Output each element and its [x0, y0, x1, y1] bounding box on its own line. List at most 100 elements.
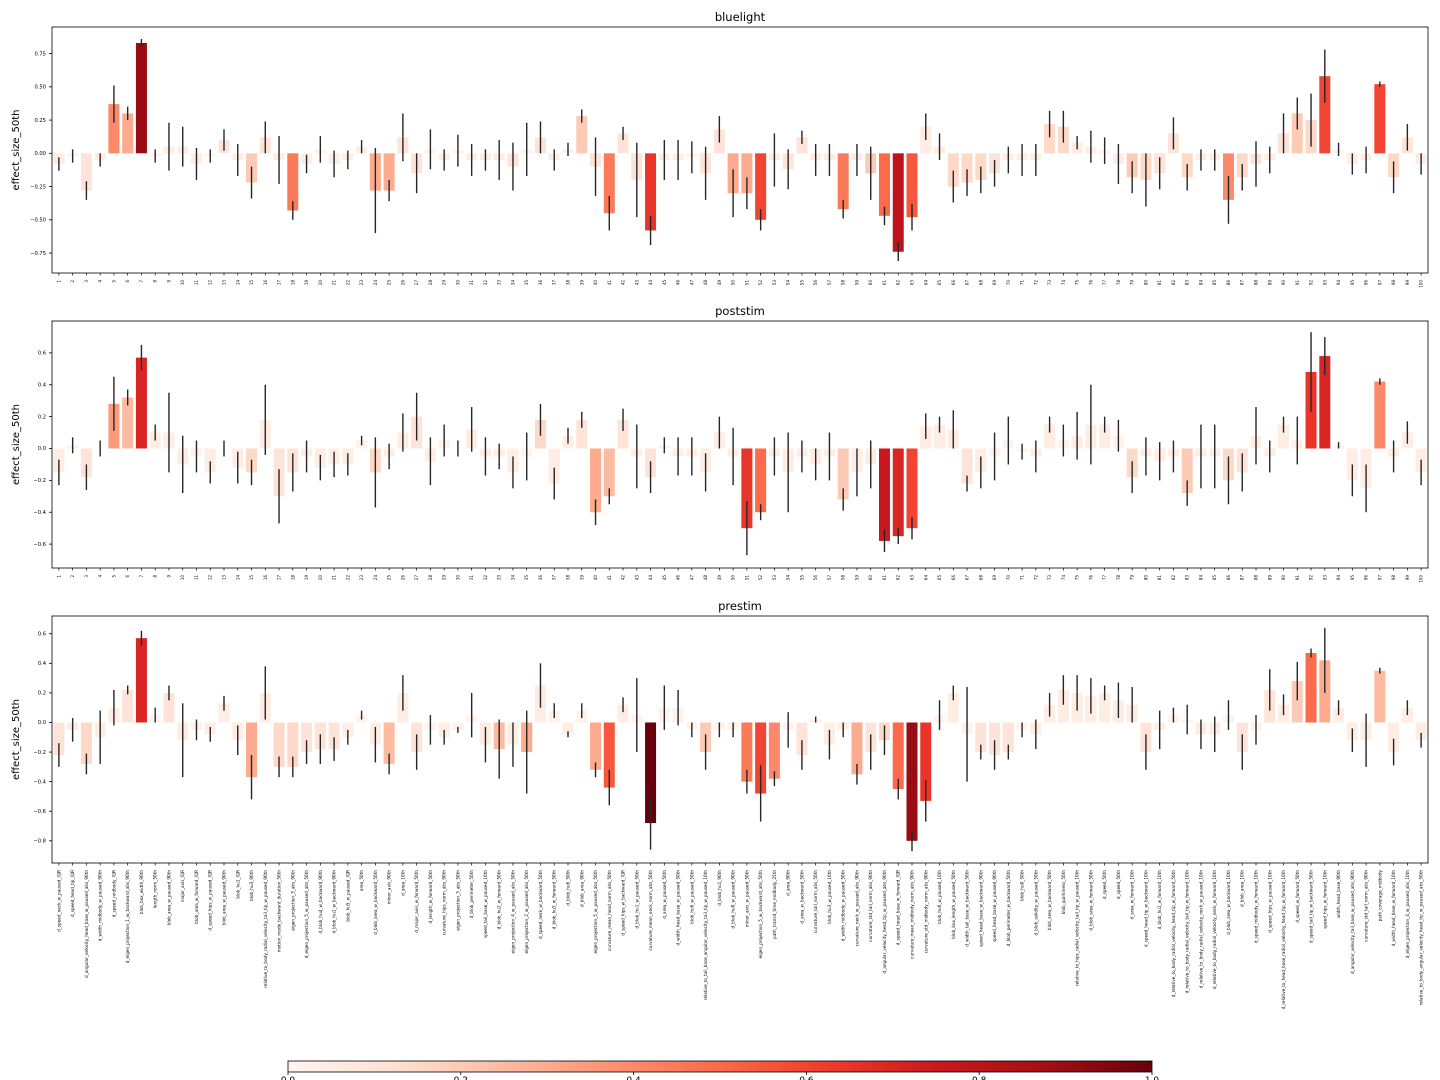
bar	[1002, 722, 1014, 753]
x-tick-label: 36	[538, 280, 543, 286]
x-tick-label: 57	[827, 280, 832, 286]
bar	[603, 722, 615, 788]
x-tick-label: 67	[965, 280, 970, 286]
colorbar-tick-label: 0.6	[799, 1076, 814, 1080]
y-tick-label: −0.4	[33, 510, 46, 516]
bar	[1291, 113, 1303, 154]
x-tick-label: 22	[345, 575, 350, 581]
y-tick-label: −0.8	[33, 839, 46, 845]
x-tick-label: 68	[978, 575, 983, 581]
x-tick-label: 45	[662, 575, 667, 581]
bar	[1044, 124, 1056, 154]
x-tick-label: d_blob_hu1_90th	[717, 870, 722, 906]
bar	[122, 689, 134, 723]
x-tick-label: 91	[1295, 280, 1300, 286]
bar	[617, 419, 629, 449]
x-tick-label: d_eigen_projection_4_w_paused_abs_10th	[1405, 870, 1410, 959]
y-tick-label: −0.25	[30, 184, 46, 190]
x-tick-label: 16	[263, 575, 268, 581]
bar	[287, 153, 299, 211]
bar	[989, 722, 1001, 756]
x-tick-label: d_width_head_base_w_forward_10th	[1391, 870, 1396, 947]
x-tick-label: d_width_tail_base_w_backward_50th	[965, 870, 970, 947]
x-tick-label: 90	[1281, 280, 1286, 286]
x-tick-label: 5	[111, 280, 116, 283]
x-tick-label: d_blob_hu1_w_backward_90th	[332, 870, 337, 934]
bar	[851, 722, 863, 775]
x-tick-label: 24	[373, 575, 378, 581]
x-tick-label: eigen_projection_2_w_paused_abs_50th	[524, 870, 529, 954]
bar	[892, 153, 904, 252]
chart-panel-prestim: prestim effect_size_50th −0.8 −0.6 −0.4 −0.2 0…	[11, 599, 1429, 1009]
x-tick-label: 3	[84, 280, 89, 283]
y-tick-label: −0.2	[33, 750, 46, 756]
x-tick-label: d_area_w_paused_50th	[662, 870, 667, 919]
x-tick-label: 58	[841, 575, 846, 581]
x-tick-label: 70	[1006, 280, 1011, 286]
bar	[755, 153, 767, 220]
x-tick-label: blob_hu6_w_paused_50th	[689, 870, 694, 924]
x-tick-label: 75	[1075, 575, 1080, 581]
x-tick-label: 63	[910, 575, 915, 581]
x-tick-label: d_major_axis_w_forward_50th	[414, 870, 419, 933]
x-tick-label: 62	[896, 575, 901, 581]
chart-title: prestim	[718, 599, 762, 613]
y-tick-label: 0.4	[38, 661, 47, 667]
x-tick-label: 10	[180, 280, 185, 286]
x-tick-label: d_speed_tail_tip_w_backward_50th	[1309, 870, 1314, 944]
x-tick-label: curvature_tail_norm_abs_50th	[813, 870, 818, 933]
x-tick-label: 17	[277, 280, 282, 286]
colorbar: 0.0 0.2 0.4 0.6 0.8 1.0	[281, 1060, 1159, 1080]
x-tick-label: 46	[676, 575, 681, 581]
x-tick-label: 67	[965, 575, 970, 581]
x-tick-label: d_speed_50th	[1116, 870, 1121, 899]
bar	[135, 638, 147, 723]
x-tick-label: d_blob_hu5_w_forward_50th	[552, 870, 557, 930]
x-tick-label: 77	[1102, 575, 1107, 581]
x-tick-label: 99	[1405, 575, 1410, 581]
x-tick-label: 35	[524, 280, 529, 286]
x-tick-label: d_angular_velocity_tail_base_w_paused_ab…	[1350, 870, 1355, 974]
x-tick-label: 25	[387, 280, 392, 286]
bar	[1388, 722, 1400, 753]
x-tick-label: 84	[1198, 575, 1203, 581]
x-tick-label: curvature_std_midbody_norm_abs_90th	[923, 870, 928, 954]
x-tick-label: curvature_mean_midbody_norm_abs_90th	[910, 870, 915, 959]
x-tick-label: 15	[249, 280, 254, 286]
bar	[603, 448, 615, 497]
x-tick-label: 78	[1116, 280, 1121, 286]
y-axis-label: effect_size_50th	[11, 110, 22, 191]
bar	[1374, 84, 1386, 154]
x-tick-label: 13	[222, 575, 227, 581]
x-tick-label: 8	[153, 575, 158, 578]
x-tick-label: 87	[1240, 280, 1245, 286]
bar	[246, 722, 258, 778]
x-tick-label: 90	[1281, 575, 1286, 581]
x-tick-label: 99	[1405, 280, 1410, 286]
bar	[80, 153, 92, 191]
bar	[218, 703, 230, 723]
x-tick-label: 82	[1171, 575, 1176, 581]
bar	[755, 722, 767, 794]
x-tick-label: 89	[1267, 280, 1272, 286]
x-tick-label: 88	[1254, 280, 1259, 286]
x-tick-label: 35	[524, 575, 529, 581]
x-tick-label: d_eigen_projection_1_w_backward_abs_90th	[125, 870, 130, 964]
x-tick-label: 2	[70, 575, 75, 578]
x-tick-label: blob_hu5_w_paused_IQR	[345, 870, 350, 922]
x-tick-label: 47	[689, 575, 694, 581]
y-tick-label: −0.75	[30, 251, 46, 257]
x-tick-label: d_speed_hips_w_backward_IQR	[621, 870, 626, 936]
x-tick-label: 27	[414, 280, 419, 286]
x-tick-label: 38	[566, 280, 571, 286]
x-tick-label: 93	[1322, 280, 1327, 286]
x-tick-label: 57	[827, 575, 832, 581]
bar	[135, 357, 147, 449]
y-tick-label: −0.4	[33, 779, 46, 785]
bar	[1044, 424, 1056, 449]
x-tick-label: 39	[579, 280, 584, 286]
x-tick-label: 26	[400, 280, 405, 286]
x-tick-label: 88	[1254, 575, 1259, 581]
axes-frame	[51, 320, 1429, 569]
